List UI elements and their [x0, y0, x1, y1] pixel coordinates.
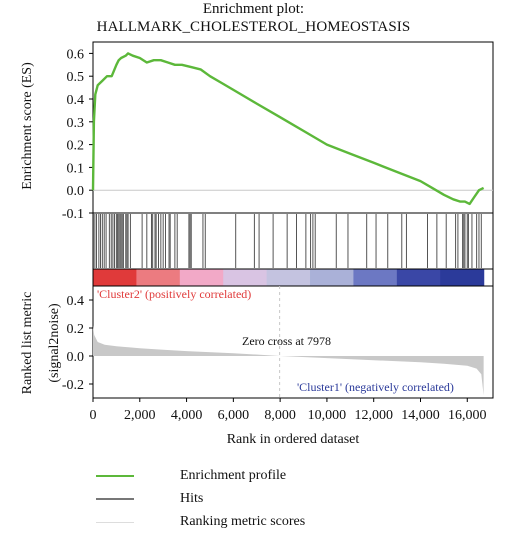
chart-subtitle: HALLMARK_CHOLESTEROL_HOMEOSTASIS: [96, 19, 411, 35]
x-tick-label: 0: [90, 408, 97, 423]
es-y-tick-label: 0.6: [67, 47, 85, 62]
x-tick-label: 10,000: [308, 408, 347, 423]
gradient-segment: [179, 269, 224, 286]
x-tick-label: 12,000: [354, 408, 393, 423]
es-y-tick-label: 0.1: [67, 161, 85, 176]
x-tick-label: 4,000: [171, 408, 203, 423]
legend-label: Enrichment profile: [180, 468, 287, 483]
cluster-gradient-bar: [92, 268, 494, 287]
legend-item-hits: Hits: [96, 491, 203, 507]
cluster-left-label: 'Cluster2' (positively correlated): [97, 287, 251, 301]
legend-item-ranking: Ranking metric scores: [96, 514, 305, 530]
metric-panel: 0.4 0.2 0.0 -0.2 Zero cross at 7978 'Cluster2…: [62, 285, 494, 399]
legend-swatch-lightgray: [96, 521, 134, 523]
es-y-tick-label: 0.2: [67, 139, 85, 154]
gradient-segment: [266, 269, 311, 286]
legend-item-enrichment: Enrichment profile: [96, 468, 286, 484]
hits-panel: [92, 212, 494, 270]
legend-swatch-gray: [96, 498, 134, 500]
gradient-segment: [136, 269, 181, 286]
es-panel: 0.6 0.5 0.4 0.3 0.2 0.1 0.0 -0.1: [62, 41, 494, 222]
x-tick-label: 6,000: [218, 408, 250, 423]
es-y-tick-label: 0.5: [67, 70, 85, 85]
x-axis-label: Rank in ordered dataset: [226, 432, 360, 447]
es-y-tick-label: 0.4: [67, 93, 85, 108]
metric-y-tick-label: -0.2: [62, 378, 84, 393]
cluster-right-label: 'Cluster1' (negatively correlated): [297, 380, 454, 394]
es-y-tick-label: -0.1: [62, 207, 84, 222]
gradient-segment: [93, 269, 138, 286]
chart-title: Enrichment plot:: [202, 1, 305, 17]
metric-y-tick-label: 0.0: [67, 350, 85, 365]
gradient-segment: [223, 269, 268, 286]
gradient-segment: [440, 269, 485, 286]
legend-label: Hits: [180, 491, 204, 506]
gradient-segment: [396, 269, 441, 286]
metric-y-tick-label: 0.4: [67, 294, 85, 309]
gradient-segment: [353, 269, 398, 286]
x-tick-label: 2,000: [124, 408, 156, 423]
es-axis-label: Enrichment score (ES): [20, 62, 35, 190]
es-y-tick-label: 0.3: [67, 116, 85, 131]
legend-swatch-green: [96, 475, 134, 477]
metric-axis-label-line1: Ranked list metric: [20, 291, 35, 395]
legend-label: Ranking metric scores: [180, 514, 306, 529]
metric-axis-label-line2: (signal2noise): [47, 303, 62, 383]
es-y-tick-label: 0.0: [67, 184, 85, 199]
metric-y-tick-label: 0.2: [67, 322, 85, 337]
enrichment-profile-line: [91, 52, 485, 206]
x-tick-label: 14,000: [401, 408, 440, 423]
ranking-metric-area: [93, 325, 484, 396]
x-axis: 0 2,000 4,000 6,000 8,000 10,000 12,000 14,000 1…: [90, 398, 487, 423]
x-tick-label: 8,000: [264, 408, 296, 423]
zero-cross-label: Zero cross at 7978: [242, 334, 331, 348]
gradient-segment: [310, 269, 355, 286]
x-tick-label: 16,000: [448, 408, 487, 423]
